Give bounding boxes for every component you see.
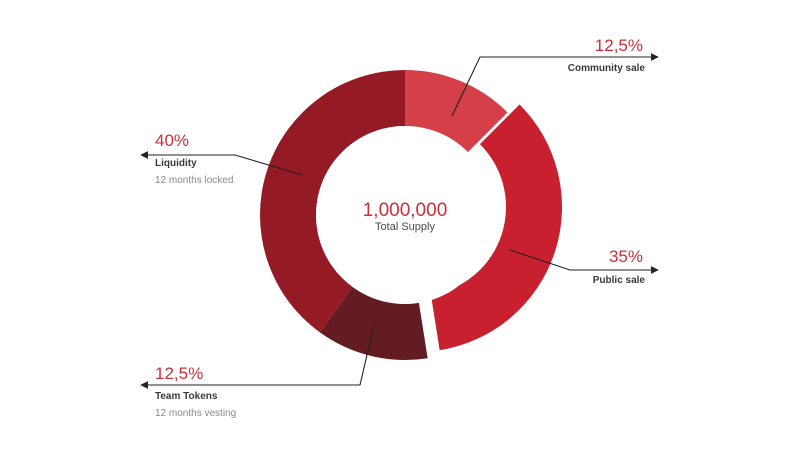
slice-community-sale [405, 70, 508, 153]
public-sale-label: Public sale [592, 275, 645, 286]
public-sale-percent: 35% [608, 247, 643, 266]
community-sale-leader [451, 53, 659, 117]
liquidity-note: 12 months locked [155, 175, 234, 186]
donut-hole [316, 126, 494, 304]
slice-public-sale [430, 104, 562, 351]
leader-lines [140, 53, 659, 389]
community-sale-label: Community sale [567, 63, 645, 74]
team-tokens-note: 12 months vesting [155, 408, 237, 419]
total-supply-value: 1,000,000 [362, 200, 448, 221]
slice-team-tokens [319, 287, 428, 360]
team-tokens-label: Team Tokens [155, 391, 218, 402]
community-sale-percent: 12,5% [594, 36, 643, 55]
total-supply-label: Total Supply [375, 221, 435, 233]
slices-layer [260, 70, 562, 360]
team-tokens-leader [140, 324, 375, 389]
public-sale-leader [509, 249, 659, 274]
team-tokens-percent: 12,5% [155, 364, 204, 383]
liquidity-leader [140, 151, 303, 176]
slice-liquidity [260, 70, 405, 333]
liquidity-label: Liquidity [155, 158, 197, 169]
liquidity-percent: 40% [155, 131, 190, 150]
